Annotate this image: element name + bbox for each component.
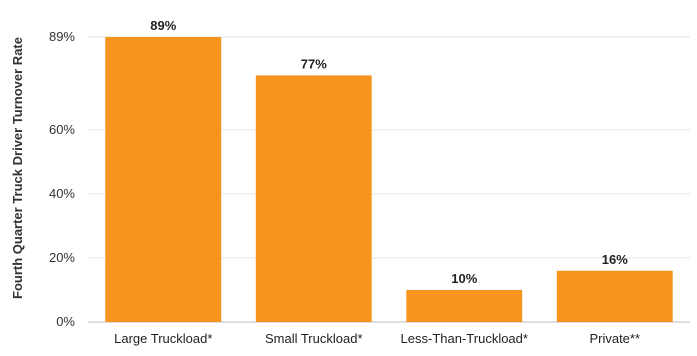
labels: 0% 20% 40% 60% 89% 89% Large Truckload* 77% Smal… [49,18,640,346]
x-category-label: Large Truckload* [114,331,212,346]
y-tick-label: 40% [49,186,75,201]
y-axis-title: Fourth Quarter Truck Driver Turnover Rat… [10,37,25,299]
y-tick-label: 0% [56,314,75,329]
bar-value-label: 77% [301,56,327,71]
x-category-label: Less-Than-Truckload* [401,331,528,346]
y-tick-label: 89% [49,29,75,44]
bar-value-label: 89% [150,18,176,33]
bar [406,289,523,322]
bars [105,37,673,322]
y-tick-label: 20% [49,250,75,265]
bar-value-label: 10% [451,271,477,286]
bar [556,270,673,322]
bar [105,37,222,322]
bar-value-label: 16% [602,252,628,267]
x-category-label: Private** [589,331,640,346]
x-category-label: Small Truckload* [265,331,363,346]
y-tick-label: 60% [49,122,75,137]
bar [255,75,372,322]
